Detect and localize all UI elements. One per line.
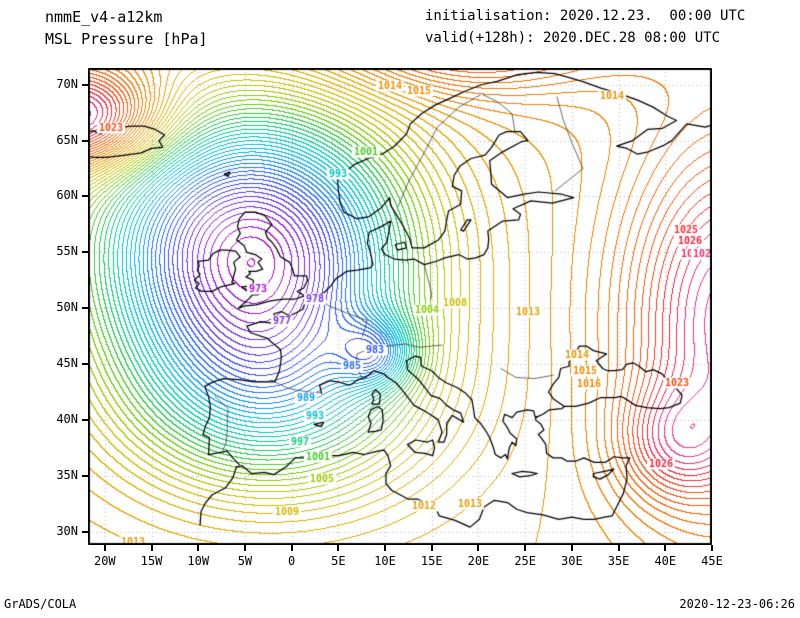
lat-tick-label: 70N xyxy=(56,76,78,91)
grads-credit: GrADS/COLA xyxy=(4,597,77,611)
variable-name: MSL Pressure [hPa] xyxy=(45,30,208,48)
model-name: nmmE_v4-a12km xyxy=(45,8,163,26)
lon-tick-label: 30E xyxy=(561,554,583,568)
lon-tick-label: 10E xyxy=(374,554,396,568)
lat-tick xyxy=(82,418,88,421)
lat-tick-label: 60N xyxy=(56,188,78,203)
lon-tick-label: 25E xyxy=(514,554,537,568)
lon-tick xyxy=(197,545,200,551)
lon-tick xyxy=(664,545,667,551)
valid-time-label: valid(+128h): 2020.DEC.28 08:00 UTC xyxy=(425,30,721,46)
lat-tick xyxy=(82,363,88,366)
lon-tick-label: 0 xyxy=(288,554,296,568)
lon-tick xyxy=(524,545,527,551)
lon-tick xyxy=(103,545,106,551)
lat-tick xyxy=(82,251,88,254)
lat-tick xyxy=(82,195,88,198)
lat-tick-label: 30N xyxy=(56,523,78,538)
lon-tick-label: 15E xyxy=(420,554,443,568)
lon-tick-label: 35E xyxy=(607,554,630,568)
lat-tick-label: 50N xyxy=(56,300,78,315)
lon-tick xyxy=(337,545,340,551)
lat-tick xyxy=(82,83,88,86)
lon-tick xyxy=(384,545,387,551)
lon-tick xyxy=(290,545,293,551)
lon-tick xyxy=(617,545,620,551)
lat-tick-label: 40N xyxy=(56,411,78,426)
lon-tick xyxy=(570,545,573,551)
lon-tick-label: 10W xyxy=(187,554,210,568)
lat-tick-label: 65N xyxy=(56,132,78,147)
lat-tick xyxy=(82,139,88,142)
lon-tick-label: 15W xyxy=(140,554,163,568)
lat-tick-label: 55N xyxy=(56,244,78,259)
lon-tick xyxy=(243,545,246,551)
pressure-contour-map xyxy=(88,68,712,545)
lon-tick-label: 40E xyxy=(654,554,677,568)
init-time-label: initialisation: 2020.12.23. 00:00 UTC xyxy=(425,8,746,24)
lat-tick xyxy=(82,307,88,310)
lon-tick-label: 20W xyxy=(93,554,116,568)
lon-tick xyxy=(477,545,480,551)
lon-tick-label: 5E xyxy=(331,554,346,568)
lat-tick xyxy=(82,474,88,477)
lon-tick-label: 20E xyxy=(467,554,490,568)
lon-tick xyxy=(150,545,153,551)
lat-tick xyxy=(82,530,88,533)
lon-tick-label: 45E xyxy=(701,554,723,568)
lon-tick-label: 5W xyxy=(237,554,253,568)
lat-tick-label: 35N xyxy=(56,467,78,482)
lon-tick xyxy=(711,545,713,551)
lat-tick-label: 45N xyxy=(56,356,78,371)
lon-tick xyxy=(430,545,433,551)
creation-timestamp: 2020-12-23-06:26 xyxy=(679,597,795,611)
